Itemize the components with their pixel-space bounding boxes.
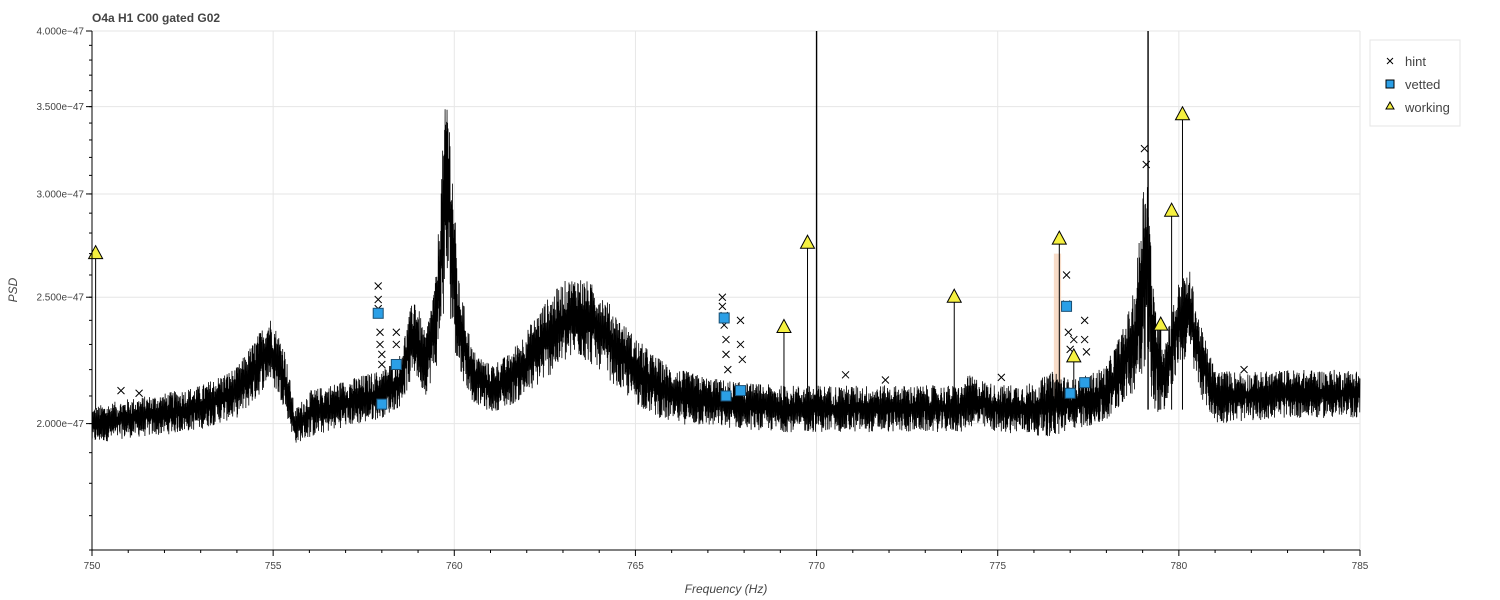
hint-marker (841, 370, 850, 379)
working-marker (1163, 202, 1180, 217)
y-tick-label: 2.500e−47 (36, 293, 84, 304)
working-marker (799, 234, 816, 249)
hint-marker (1064, 328, 1073, 337)
hint-marker (722, 350, 730, 359)
vetted-marker (734, 385, 746, 397)
x-tick-label: 760 (446, 561, 463, 572)
hint-marker (1240, 365, 1248, 374)
highlight-region (1053, 253, 1062, 410)
x-tick-label: 765 (627, 561, 644, 572)
hint-marker (881, 376, 890, 384)
vetted-marker (1079, 377, 1091, 389)
hint-marker (374, 282, 383, 290)
marker-stems (95, 114, 1183, 410)
hint-marker (736, 340, 745, 349)
axes: 750 755 760 765 770 775 780 785 2.000e−47 2.500e−… (36, 27, 1368, 573)
x-tick-label: 770 (808, 561, 825, 572)
square-marker-icon (1385, 79, 1395, 89)
hint-marker (718, 302, 727, 311)
hint-marker (117, 386, 125, 395)
working-marker (1051, 230, 1068, 245)
markers (87, 105, 1248, 410)
vetted-marker (372, 307, 384, 319)
hint-marker (997, 373, 1006, 382)
legend-box (1369, 39, 1461, 127)
vetted-marker (390, 358, 402, 370)
highlight-band (1053, 253, 1062, 410)
legend-item-hint[interactable]: hint (1386, 54, 1426, 69)
legend: hint vetted working (1369, 39, 1461, 127)
hint-marker (718, 293, 727, 302)
y-axis-label: PSD (6, 277, 20, 302)
hint-marker (722, 335, 730, 344)
working-marker (1174, 105, 1191, 121)
hint-marker (392, 328, 401, 337)
y-tick-label: 4.000e−47 (36, 27, 84, 38)
working-marker (776, 318, 792, 333)
y-tick-label: 2.000e−47 (36, 419, 84, 430)
legend-label-vetted: vetted (1405, 77, 1440, 92)
hint-marker (376, 340, 384, 349)
x-tick-label: 780 (1171, 561, 1188, 572)
working-marker (1065, 347, 1082, 363)
vetted-marker (718, 312, 730, 324)
legend-label-hint: hint (1405, 54, 1426, 69)
x-tick-label: 755 (265, 561, 282, 572)
hint-marker (1069, 335, 1078, 344)
x-tick-label: 785 (1352, 561, 1369, 572)
x-tick-label: 750 (84, 561, 101, 572)
chart-title: O4a H1 C00 gated G02 (92, 11, 220, 25)
hint-marker (376, 328, 384, 337)
hint-marker (736, 316, 745, 325)
hint-marker (723, 365, 732, 374)
vetted-marker (1061, 300, 1073, 312)
x-tick-label: 775 (989, 561, 1006, 572)
hint-marker (377, 360, 386, 369)
vetted-marker (1064, 387, 1076, 399)
working-marker (946, 288, 963, 303)
vetted-marker (376, 398, 388, 410)
legend-label-working: working (1404, 100, 1450, 115)
working-marker (1152, 316, 1169, 331)
hint-marker (374, 295, 383, 304)
hint-marker (392, 340, 401, 349)
legend-item-working[interactable]: working (1385, 100, 1450, 115)
legend-item-vetted[interactable]: vetted (1385, 77, 1440, 92)
x-marker-icon (1386, 57, 1394, 65)
hint-marker (1062, 271, 1071, 279)
triangle-marker-icon (1385, 100, 1395, 110)
y-tick-label: 3.000e−47 (36, 189, 84, 200)
hint-marker (377, 350, 386, 359)
hint-marker (1142, 160, 1151, 169)
x-axis-label: Frequency (Hz) (685, 582, 768, 596)
hint-marker (135, 389, 143, 398)
hint-marker (1082, 348, 1091, 356)
hint-marker (1080, 316, 1089, 325)
hint-marker (738, 355, 747, 364)
hint-marker (1140, 144, 1149, 153)
vetted-marker (720, 390, 732, 402)
hint-marker (1080, 335, 1089, 344)
y-tick-label: 3.500e−47 (36, 102, 84, 113)
